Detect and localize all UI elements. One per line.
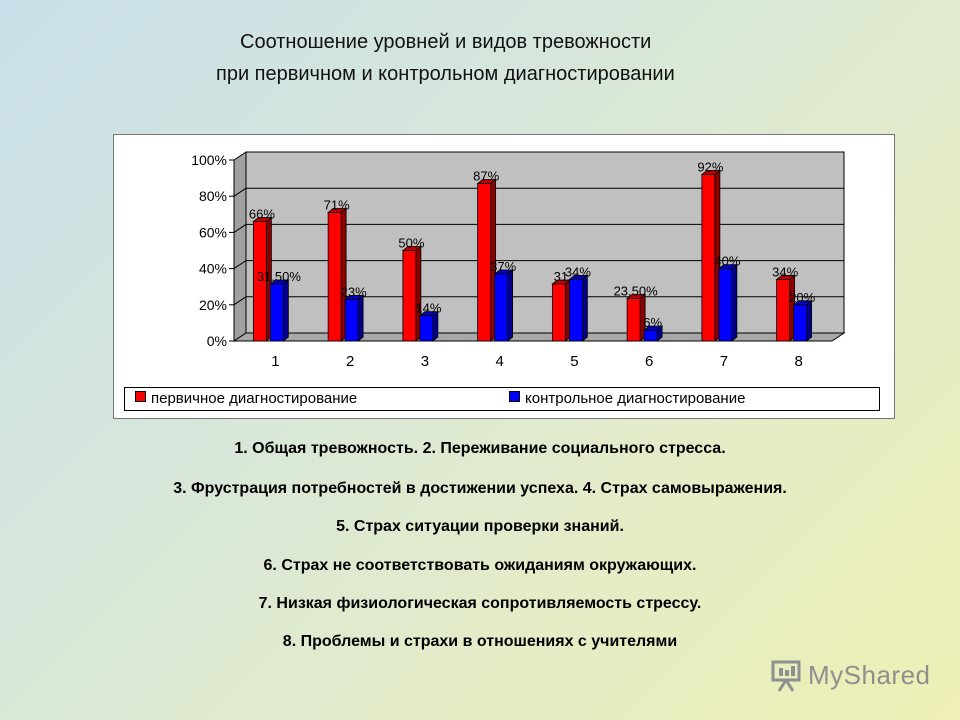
slide-title-line-1: Соотношение уровней и видов тревожности — [240, 31, 652, 53]
x-tick-label: 6 — [645, 353, 653, 370]
chart-legend: первичное диагностирование контрольное д… — [124, 387, 880, 411]
x-tick-label: 3 — [421, 353, 429, 370]
y-tick-label: 0% — [207, 333, 227, 349]
slide-title-line-2: при первичном и контрольном диагностиров… — [216, 63, 675, 85]
bar-control — [494, 273, 509, 342]
bar-primary — [776, 279, 791, 342]
bar-side — [806, 299, 813, 342]
legend-item-control: контрольное диагностирование — [509, 390, 745, 407]
plot-floor — [232, 332, 846, 342]
presentation-board-icon — [771, 660, 801, 692]
x-tick-label: 7 — [720, 353, 728, 370]
data-label: 40% — [714, 254, 740, 269]
data-label: 23,50% — [614, 283, 659, 298]
x-tick-label: 5 — [570, 353, 578, 370]
watermark: MyShared — [770, 656, 930, 696]
bar-primary — [402, 250, 417, 342]
bar-side — [731, 263, 738, 342]
bar-side — [581, 274, 588, 342]
bar-control — [419, 315, 434, 342]
bar-side — [357, 294, 364, 342]
caption-line: 7. Низкая физиологическая сопротивляемос… — [258, 595, 702, 612]
caption-line: 6. Страх не соответствовать ожиданиям ок… — [263, 557, 697, 574]
gridline — [233, 187, 844, 197]
y-tick-label: 20% — [199, 297, 227, 313]
legend-swatch-control — [509, 391, 520, 402]
y-tick-label: 100% — [191, 152, 227, 168]
bar-chart: 0% 20% 40% 60% 80% 100% 1 2 3 4 5 6 7 8 66% 31,50% 71% 23… — [191, 151, 846, 370]
bar-control — [643, 329, 658, 342]
legend-item-primary: первичное диагностирование — [135, 390, 357, 407]
watermark-text: MyShared — [808, 660, 931, 690]
y-tick-label: 40% — [199, 261, 227, 277]
gridline — [233, 260, 844, 270]
data-label: 34% — [565, 264, 591, 279]
bar-side — [432, 310, 439, 342]
caption-line: 5. Страх ситуации проверки знаний. — [336, 518, 624, 535]
y-tick-label: 60% — [199, 224, 227, 240]
data-label: 14% — [415, 301, 441, 316]
data-label: 23% — [341, 284, 367, 299]
data-label: 66% — [249, 207, 275, 222]
bar-primary — [327, 212, 342, 342]
data-label: 6% — [643, 315, 662, 330]
bar-control — [718, 268, 733, 342]
bar-control — [793, 304, 808, 342]
data-label: 37% — [490, 259, 516, 274]
data-label: 20% — [789, 290, 815, 305]
data-label: 34% — [772, 264, 798, 279]
legend-label-primary: первичное диагностирование — [151, 390, 358, 407]
bar-control — [269, 283, 284, 342]
y-tick-label: 80% — [199, 188, 227, 204]
bar-side — [507, 269, 514, 342]
bar-primary — [701, 174, 716, 342]
chart-frame: 0% 20% 40% 60% 80% 100% 1 2 3 4 5 6 7 8 66% 31,50% 71% 23… — [113, 134, 895, 419]
data-label: 31 — [554, 269, 568, 284]
data-label: 71% — [324, 197, 350, 212]
bar-primary — [551, 283, 566, 342]
caption-line: 3. Фрустрация потребностей в достижении … — [173, 480, 787, 497]
data-label: 87% — [473, 169, 499, 184]
caption-line: 8. Проблемы и страхи в отношениях с учит… — [282, 633, 678, 650]
data-label: 92% — [697, 159, 723, 174]
x-tick-label: 1 — [271, 353, 279, 370]
bar-side — [282, 279, 289, 342]
bar-primary — [252, 221, 267, 342]
bar-control — [344, 298, 359, 342]
legend-label-control: контрольное диагностирование — [525, 390, 746, 407]
caption-line: 1. Общая тревожность. 2. Переживание соц… — [234, 440, 726, 457]
data-label: 50% — [398, 236, 424, 251]
gridline — [233, 223, 844, 233]
x-tick-label: 4 — [495, 353, 503, 370]
x-tick-label: 2 — [346, 353, 354, 370]
plot-side-wall — [233, 151, 247, 342]
bar-primary — [477, 183, 492, 342]
bar-control — [568, 279, 583, 342]
legend-swatch-primary — [135, 391, 146, 402]
x-tick-label: 8 — [794, 353, 802, 370]
bar-primary — [626, 298, 641, 342]
data-label: 31,50% — [257, 269, 302, 284]
